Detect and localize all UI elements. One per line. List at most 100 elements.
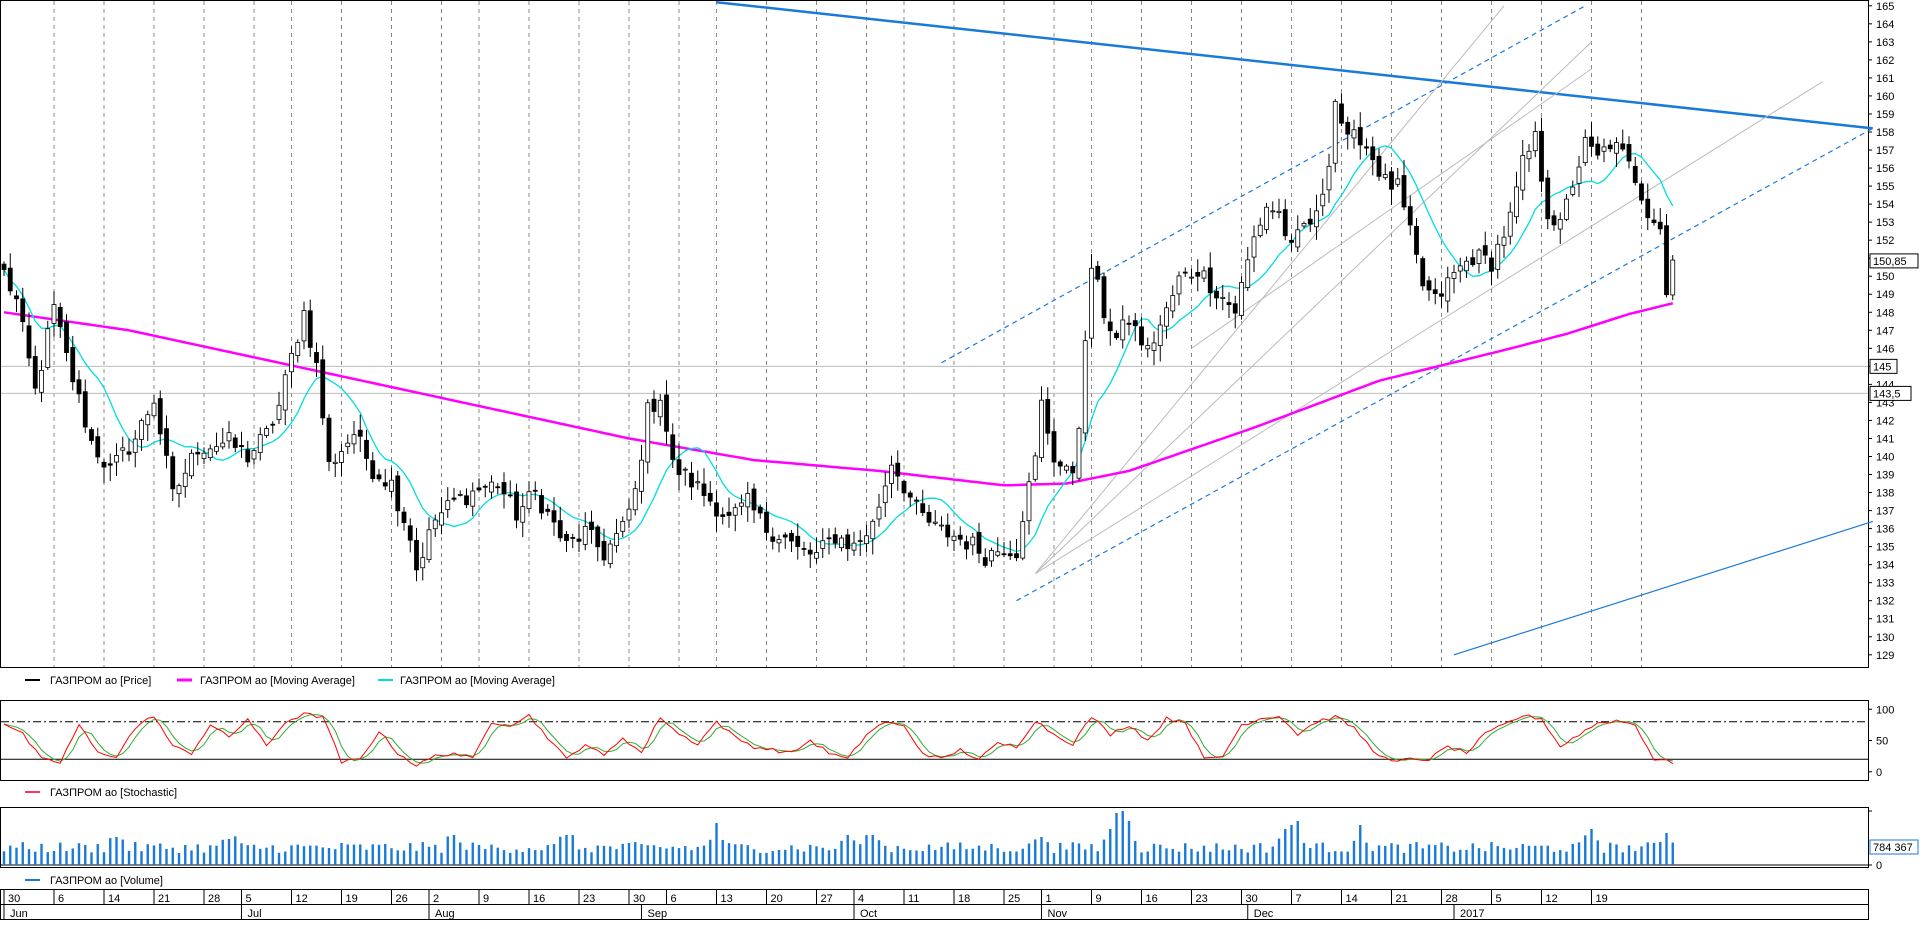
volume-bar [1240, 849, 1243, 865]
candlestick [1557, 212, 1563, 244]
candle-body [1539, 130, 1544, 182]
candlestick [1057, 459, 1063, 476]
time-day-label: 19 [1596, 893, 1608, 905]
candle-body [1189, 276, 1194, 279]
candle-body [1145, 345, 1151, 350]
volume-bar [1427, 844, 1431, 865]
candlestick [1014, 538, 1019, 562]
candle-body [857, 540, 863, 542]
candle-body [1439, 293, 1444, 297]
candle-body [151, 402, 157, 417]
candle-body [1139, 326, 1144, 346]
volume-bar [521, 851, 524, 865]
candlestick [845, 528, 851, 561]
candlestick [132, 430, 138, 468]
time-month-label: Oct [860, 908, 877, 920]
volume-bar [1296, 821, 1299, 865]
candlestick [695, 470, 701, 490]
candlestick [1570, 180, 1576, 197]
time-day-label: 13 [721, 893, 733, 905]
stochastic-y-tick-label: 0 [1876, 767, 1882, 779]
candle-body [195, 451, 201, 455]
volume-bar [1102, 839, 1106, 865]
candlestick [1507, 202, 1513, 245]
candle-body [1164, 307, 1169, 327]
volume-bar [65, 851, 68, 865]
candle-body [1270, 210, 1276, 213]
volume-bar [84, 844, 87, 865]
candlestick [1489, 251, 1494, 286]
candle-body [1470, 257, 1476, 266]
volume-bar [9, 845, 12, 865]
price-y-tick-label: 149 [1876, 289, 1894, 301]
volume-bar [1459, 849, 1462, 865]
volume-bar [1652, 842, 1656, 865]
candle-body [1151, 342, 1157, 351]
candle-body [870, 520, 876, 540]
candle-body [657, 399, 663, 418]
volume-bar [984, 850, 987, 865]
volume-bar [377, 844, 381, 865]
candlestick [751, 483, 757, 524]
price-y-tick-label: 164 [1876, 19, 1894, 31]
volume-bar [52, 850, 56, 865]
volume-bar [1315, 843, 1318, 865]
volume-bar [546, 845, 549, 865]
candlestick [1245, 246, 1251, 292]
candlestick [964, 535, 969, 560]
candlestick [1364, 138, 1369, 156]
volume-bar [1346, 851, 1349, 865]
candle-body [851, 542, 857, 551]
candle-body [1482, 245, 1488, 256]
candlestick [126, 438, 132, 462]
candlestick [164, 415, 169, 469]
candle-body [1101, 276, 1107, 319]
volume-bar [809, 844, 812, 865]
candle-body [301, 310, 307, 342]
volume-bar [896, 846, 899, 865]
time-month-label: Aug [435, 908, 455, 920]
candle-body [476, 487, 482, 491]
candlestick [351, 421, 357, 454]
volume-bar [846, 835, 849, 865]
candlestick [1301, 221, 1307, 229]
candlestick [995, 537, 1001, 558]
time-day-labels: 30 6 14 21 28 5 12 19 26 2 9 16 23 30 6 13 20 27 4 11 18 25 1 9… [3, 890, 1608, 905]
candlestick [726, 497, 732, 528]
time-day-label: 23 [1196, 893, 1208, 905]
candlestick [1495, 234, 1501, 279]
price-y-tick-label: 140 [1876, 451, 1894, 463]
candlestick [1070, 461, 1076, 486]
price-y-tick-label: 157 [1876, 145, 1894, 157]
volume-bar [665, 848, 668, 865]
candle-body [164, 428, 169, 456]
candle-body [445, 500, 451, 510]
volume-bar [1096, 851, 1099, 865]
volume-bar [484, 849, 487, 865]
candlestick [176, 483, 182, 508]
price-y-tick-label: 146 [1876, 343, 1894, 355]
candle-body [514, 491, 519, 521]
price-y-tick-label: 129 [1876, 650, 1894, 662]
candle-body [1126, 322, 1132, 325]
candlestick [645, 399, 651, 474]
candlestick [1370, 136, 1376, 176]
time-day-label: 16 [1146, 893, 1158, 905]
candlestick [651, 390, 657, 424]
volume-bar [1027, 843, 1031, 865]
candle-body [20, 298, 26, 323]
time-day-label: 12 [1546, 893, 1558, 905]
legend-stochastic: ГАЗПРОМ ао [Stochastic] [50, 787, 177, 799]
candlestick [26, 312, 32, 367]
candle-body [889, 464, 894, 484]
volume-bar [909, 850, 912, 865]
volume-bar [965, 849, 968, 865]
volume-bar [609, 846, 612, 865]
candle-body [895, 462, 901, 477]
candlestick [120, 436, 126, 462]
candle-body [1395, 178, 1401, 185]
volume-marker-box [1869, 839, 1919, 855]
volume-bar [1377, 845, 1381, 865]
candlestick [1007, 540, 1013, 561]
candle-body [1320, 193, 1326, 207]
